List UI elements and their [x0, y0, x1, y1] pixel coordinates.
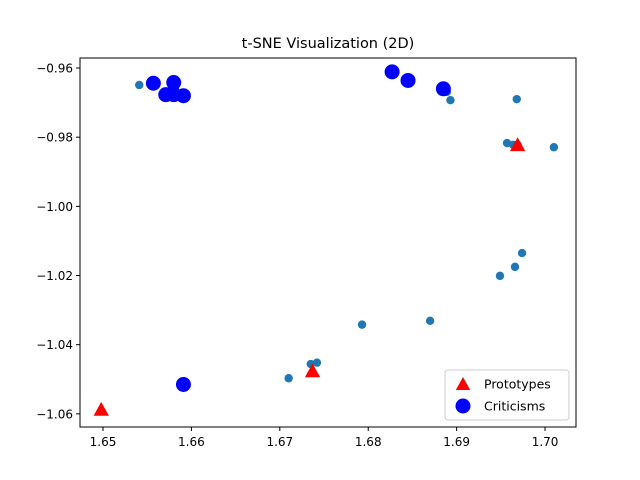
y-tick-label: −0.96 — [36, 62, 73, 76]
y-tick-label: −1.02 — [36, 269, 73, 283]
x-axis: 1.65 1.66 1.67 1.68 1.69 1.70 — [90, 427, 559, 449]
criticism-marker — [166, 75, 182, 91]
x-tick-label: 1.70 — [532, 435, 559, 449]
prototype-marker — [93, 401, 109, 416]
criticism-marker — [175, 88, 191, 104]
criticism-marker — [435, 81, 451, 97]
y-tick-label: −0.98 — [36, 131, 73, 145]
x-tick-label: 1.66 — [178, 435, 205, 449]
x-tick-label: 1.67 — [266, 435, 293, 449]
plot-area — [79, 57, 577, 428]
prototype-marker — [304, 363, 321, 378]
chart-title: t-SNE Visualization (2D) — [242, 36, 415, 52]
legend-box — [444, 369, 570, 421]
plot-frame — [79, 57, 577, 428]
legend-criticisms-label: Criticisms — [484, 399, 545, 414]
data-point-marker — [446, 95, 455, 105]
y-tick-label: −1.00 — [36, 200, 73, 214]
data-point-marker — [135, 80, 144, 90]
y-tick-label: −1.04 — [36, 338, 73, 352]
data-point-marker — [517, 248, 527, 258]
criticism-marker — [145, 75, 161, 91]
y-tick-label: −1.06 — [36, 407, 73, 421]
legend-prototypes-label: Prototypes — [484, 377, 551, 392]
prototype-marker — [510, 137, 526, 152]
x-tick-label: 1.68 — [355, 435, 382, 449]
criticism-marker — [175, 376, 191, 392]
legend: Prototypes Criticisms — [444, 369, 570, 421]
criticism-marker — [384, 64, 400, 80]
legend-criticisms-marker — [455, 398, 471, 414]
data-point-marker — [357, 320, 367, 329]
y-axis: −0.96 −0.98 −1.00 −1.02 −1.04 −1.06 — [36, 62, 80, 421]
data-point-marker — [425, 316, 435, 326]
data-point-marker — [512, 94, 521, 104]
x-tick-label: 1.65 — [90, 435, 117, 449]
data-point-marker — [549, 143, 559, 152]
legend-prototypes-marker — [455, 377, 471, 390]
x-tick-label: 1.69 — [443, 435, 470, 449]
data-point-marker — [510, 262, 520, 272]
criticism-marker — [400, 72, 416, 88]
data-point-marker — [495, 271, 505, 281]
data-point-marker — [284, 374, 293, 383]
